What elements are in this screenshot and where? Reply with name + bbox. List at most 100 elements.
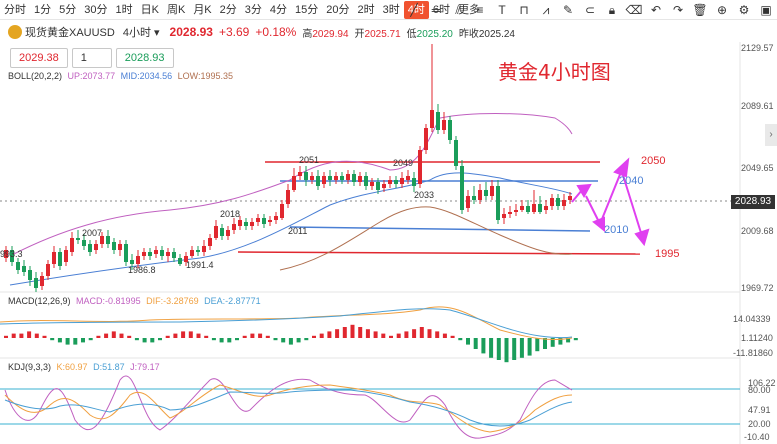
- candle-body: [4, 250, 8, 258]
- price-axis-label: 2009.68: [741, 226, 774, 236]
- candle-body: [442, 120, 446, 130]
- pattern-icon[interactable]: ⩘: [542, 2, 550, 17]
- price-axis-label: 2129.57: [741, 43, 774, 53]
- timeframe-tab[interactable]: 1时: [115, 3, 133, 16]
- candle-body: [52, 252, 56, 264]
- candle-body: [88, 244, 92, 252]
- brush-icon[interactable]: ✎: [562, 3, 574, 17]
- kdj-d-value: D:51.87: [93, 362, 125, 372]
- macd-bar: [527, 338, 532, 356]
- chart-label: 993.3: [0, 249, 23, 259]
- macd-bar: [312, 335, 316, 338]
- candle-body: [472, 196, 476, 200]
- buy-price-button[interactable]: 2028.93: [115, 48, 174, 68]
- parallel-channel-icon[interactable]: ⫽: [455, 2, 461, 17]
- timeframe-tab[interactable]: 30分: [84, 3, 108, 16]
- candle-body: [508, 212, 512, 214]
- macd-bar: [543, 338, 547, 349]
- kdj-k-value: K:60.97: [56, 362, 88, 372]
- macd-bar: [134, 338, 139, 341]
- timeframe-tab[interactable]: 5分: [59, 3, 77, 16]
- macd-bar: [235, 338, 239, 341]
- kdj-j-value: J:79.17: [130, 362, 160, 372]
- timeframe-tab[interactable]: 4时: [403, 0, 429, 19]
- more-timeframes-button[interactable]: 更多: [458, 3, 481, 16]
- gold-logo-icon: [8, 25, 22, 39]
- timeframe-tab[interactable]: 日K: [140, 3, 159, 16]
- candle-body: [526, 206, 530, 212]
- macd-bar: [519, 338, 524, 358]
- candle-body: [184, 256, 188, 262]
- delete-icon[interactable]: 🗑︎: [692, 3, 708, 17]
- magnet-icon[interactable]: ⊂: [584, 3, 596, 17]
- macd-histogram: [4, 324, 578, 363]
- timeframe-tab[interactable]: 3分: [244, 3, 262, 16]
- timeframe-tab[interactable]: 周K: [166, 3, 186, 16]
- candle-body: [28, 270, 32, 280]
- candle-body: [154, 250, 158, 254]
- macd-value: MACD:-0.81995: [76, 296, 141, 306]
- kdj-label[interactable]: KDJ(9,3,3): [8, 362, 52, 372]
- macd-label[interactable]: MACD(12,26,9): [8, 296, 71, 306]
- timeframe-tab[interactable]: 月K: [193, 3, 212, 16]
- redo-icon[interactable]: ↷: [672, 3, 684, 17]
- candle-body: [550, 198, 554, 206]
- timeframe-tab[interactable]: 1分: [34, 3, 52, 16]
- candle-body: [238, 220, 242, 226]
- timeframe-tab[interactable]: 20分: [326, 3, 350, 16]
- macd-bar: [111, 331, 116, 338]
- eraser-icon[interactable]: ⌫: [625, 3, 643, 17]
- macd-axis-label: -11.81860: [733, 348, 773, 358]
- macd-dif-line: [0, 306, 573, 341]
- macd-bar: [458, 338, 463, 341]
- candle-body: [334, 176, 338, 180]
- kdj-axis-label: 80.00: [748, 385, 771, 395]
- fibonacci-icon[interactable]: ≡: [476, 3, 484, 17]
- timeframe-toolbar: 分时 1分 5分 30分 1时 日K 周K 月K 2分 3分 4分 15分 20分 2时 3时 4时 6时 更多: [0, 0, 777, 20]
- macd-bar: [566, 338, 571, 343]
- undo-icon[interactable]: ↶: [650, 3, 662, 17]
- shape-icon[interactable]: ⊓: [519, 3, 529, 17]
- period-selector[interactable]: 4小时 ▾: [122, 27, 160, 39]
- candle-body: [322, 176, 326, 184]
- timeframe-tab[interactable]: 4分: [269, 3, 288, 16]
- timeframe-tab[interactable]: 15分: [295, 3, 319, 16]
- macd-bar: [165, 335, 170, 338]
- timeframe-tab[interactable]: 6时: [432, 3, 451, 16]
- macd-bar: [342, 327, 347, 338]
- compare-icon[interactable]: ⊕: [716, 3, 728, 17]
- candle-body: [406, 176, 410, 180]
- chart-label: 2049: [393, 158, 414, 168]
- sell-price-button[interactable]: 2029.38: [10, 48, 68, 68]
- candle-body: [418, 150, 422, 184]
- candle-body: [340, 176, 344, 180]
- candle-body: [568, 196, 572, 200]
- macd-bar: [265, 335, 270, 338]
- boll-label[interactable]: BOLL(20,2,2): [8, 71, 63, 81]
- settings-icon[interactable]: ⚙: [738, 3, 750, 17]
- scroll-right-icon[interactable]: ›: [765, 124, 777, 146]
- horizontal-line-icon[interactable]: ═: [431, 3, 441, 17]
- price-change: +3.69: [218, 25, 250, 39]
- candle-body: [256, 218, 260, 222]
- timeframe-tab[interactable]: 分时: [4, 3, 26, 16]
- timeframe-tab[interactable]: 2分: [219, 3, 237, 16]
- screenshot-icon[interactable]: ▣: [760, 3, 772, 17]
- macd-axis-label: 1.11240: [741, 333, 773, 343]
- candle-body: [376, 182, 380, 190]
- candle-body: [172, 252, 176, 258]
- lock-icon[interactable]: 🔒︎: [608, 2, 616, 17]
- trendline-icon[interactable]: ╱: [410, 3, 418, 17]
- symbol-name[interactable]: 现货黄金XAUUSD: [25, 27, 115, 39]
- quantity-input[interactable]: 1: [71, 48, 112, 68]
- timeframe-tab[interactable]: 3时: [382, 3, 400, 16]
- macd-bar: [466, 338, 470, 345]
- macd-bar: [419, 327, 424, 338]
- candle-body: [304, 172, 308, 180]
- text-icon[interactable]: T: [498, 3, 506, 17]
- timeframe-tab[interactable]: 2时: [357, 3, 375, 16]
- last-price: 2028.93: [169, 25, 213, 39]
- chart-label: 1986.8: [128, 265, 156, 275]
- macd-bar: [450, 335, 455, 338]
